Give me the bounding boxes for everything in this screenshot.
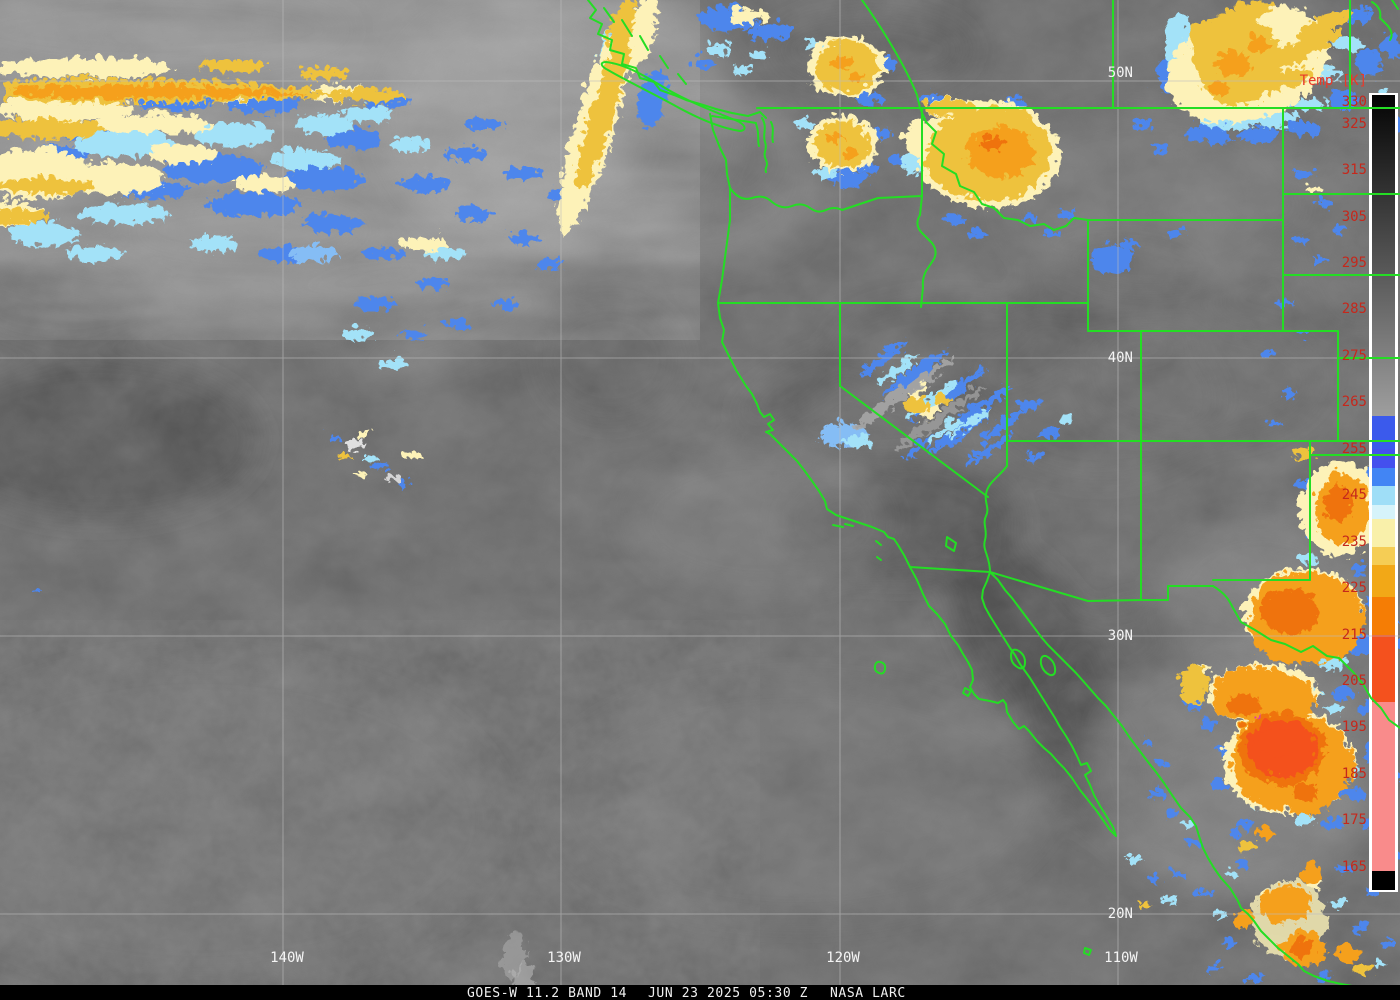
lat-label-30n: 30N: [1108, 628, 1133, 644]
small-island: [1083, 947, 1092, 956]
coast-british-columbia: [587, 0, 767, 119]
coldest-pixel: [1252, 711, 1256, 715]
border-id-mt: [919, 107, 1089, 231]
map-borders: [587, 0, 1400, 987]
bc-fjords: [603, 7, 687, 85]
tick-265: 265: [1342, 394, 1367, 410]
tick-215: 215: [1342, 627, 1367, 643]
isla-tiburon: [1010, 648, 1026, 670]
tick-275: 275: [1342, 348, 1367, 364]
lon-label-110w: 110W: [1104, 950, 1138, 966]
isla-guadalupe: [873, 660, 887, 675]
banner-datetime: JUN 23 2025 05:30 Z: [648, 986, 808, 1000]
isla-angel: [1039, 654, 1057, 677]
vancouver-island: [600, 61, 746, 132]
tick-285: 285: [1342, 301, 1367, 317]
bottom-banner: GOES-W 11.2 BAND 14 JUN 23 2025 05:30 Z …: [0, 985, 1400, 1000]
lat-label-50n: 50N: [1108, 65, 1133, 81]
lat-label-40n: 40N: [1108, 350, 1133, 366]
cloud-tier-red-orange: [1242, 717, 1314, 773]
lon-label-140w: 140W: [270, 950, 304, 966]
tick-325: 325: [1342, 116, 1367, 132]
rio-grande: [1212, 585, 1400, 729]
tick-245: 245: [1342, 487, 1367, 503]
isla-cedros: [962, 687, 972, 697]
border-ca-nv: [839, 302, 989, 498]
tick-315: 315: [1342, 162, 1367, 178]
tick-175: 175: [1342, 812, 1367, 828]
colorbar: [1369, 93, 1398, 892]
lon-label-130w: 130W: [547, 950, 581, 966]
bright-gray-wisps: [340, 355, 981, 990]
colorbar-segments: [1372, 95, 1395, 890]
tick-195: 195: [1342, 719, 1367, 735]
strait-juan-de-fuca-shore: [711, 115, 757, 124]
banner-product: GOES-W 11.2 BAND 14: [467, 986, 627, 1000]
border-wa-or-columbia: [729, 187, 923, 213]
tick-330: 330: [1342, 94, 1367, 110]
colorado-river-border: [983, 465, 1008, 573]
lat-label-20n: 20N: [1108, 906, 1133, 922]
tick-255: 255: [1342, 441, 1367, 457]
coast-oregon: [717, 187, 731, 304]
colorbar-labels: Temp [K] 330 325 315 305 295 285 275 265…: [1300, 73, 1367, 875]
tick-165: 165: [1342, 859, 1367, 875]
coast-mexico-mainland: [989, 571, 1353, 987]
open-cell-texture: [0, 620, 760, 985]
coast-california: [717, 302, 911, 568]
tick-235: 235: [1342, 534, 1367, 550]
grid-labels: 50N 40N 30N 20N 140W 130W 120W 110W: [270, 65, 1138, 966]
puget-sound: [755, 117, 774, 173]
channel-islands: [832, 523, 882, 561]
border-bc-ab: [861, 0, 921, 109]
lon-label-120w: 120W: [826, 950, 860, 966]
banner-credit: NASA LARC: [830, 986, 906, 1000]
salton-sea: [945, 536, 957, 552]
lakes-manitoba: [1371, 0, 1399, 41]
tick-305: 305: [1342, 209, 1367, 225]
tick-185: 185: [1342, 766, 1367, 782]
tick-225: 225: [1342, 580, 1367, 596]
baja-california: [909, 566, 1117, 837]
tick-295: 295: [1342, 255, 1367, 271]
coast-washington: [709, 113, 731, 189]
border-id-or-snake: [916, 195, 937, 308]
colorbar-title: Temp [K]: [1300, 73, 1367, 89]
banner-background: [0, 985, 1400, 1000]
tick-205: 205: [1342, 673, 1367, 689]
colorbar-ticks: 330 325 315 305 295 285 275 265 255 245 …: [1342, 94, 1367, 875]
